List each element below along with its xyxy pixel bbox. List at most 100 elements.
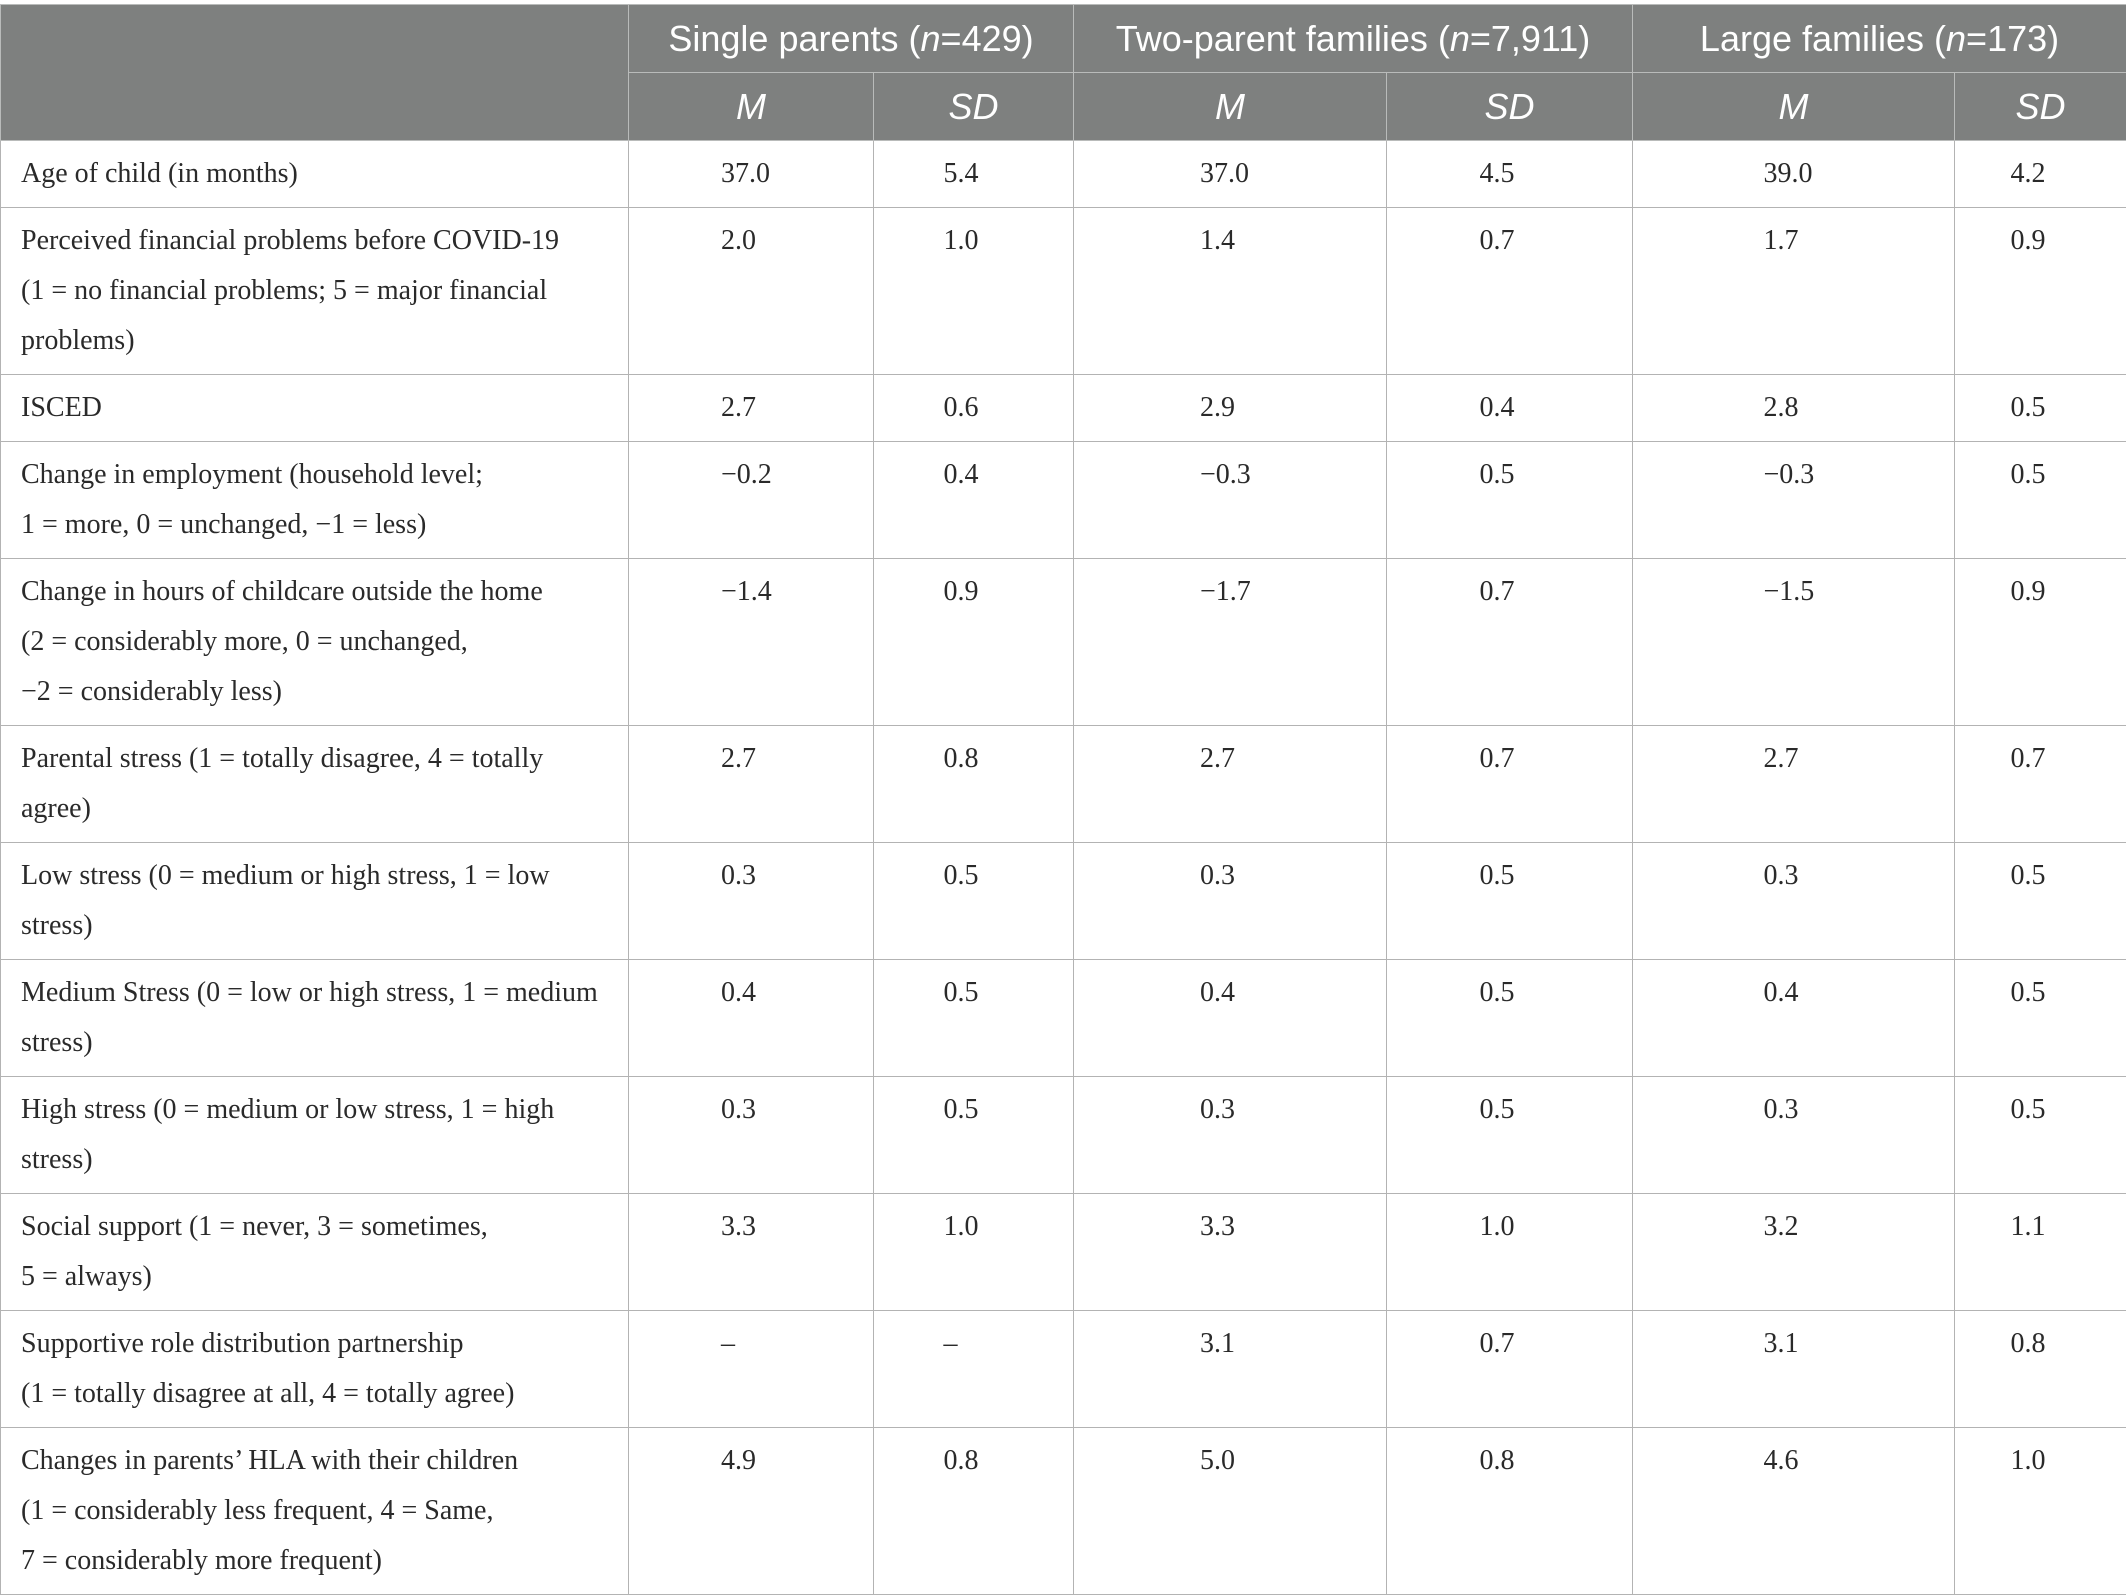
cell-value: 5.4 — [944, 149, 1004, 199]
cell-value: 0.7 — [1480, 734, 1540, 784]
group-n-value: =429) — [941, 18, 1034, 59]
mean-cell: 2.7 — [1074, 726, 1387, 843]
cell-value: 3.3 — [721, 1202, 781, 1252]
stat-header-sd: SD — [1955, 73, 2126, 141]
sd-cell: 0.7 — [1387, 559, 1633, 726]
group-n-symbol: n — [1946, 18, 1966, 59]
cell-value: 0.3 — [1200, 1085, 1260, 1135]
cell-value: 1.0 — [2011, 1436, 2071, 1486]
stat-header-sd: SD — [1387, 73, 1633, 141]
cell-value: 0.5 — [944, 968, 1004, 1018]
cell-value: 2.7 — [721, 734, 781, 784]
sd-cell: 0.7 — [1387, 1311, 1633, 1428]
row-label: ISCED — [1, 375, 629, 442]
sd-cell: 0.5 — [1955, 375, 2126, 442]
mean-cell: 0.3 — [1074, 1077, 1387, 1194]
cell-value: 0.4 — [1480, 383, 1540, 433]
cell-value: 0.8 — [944, 734, 1004, 784]
sd-cell: 0.7 — [1955, 726, 2126, 843]
row-label: Changes in parents’ HLA with their child… — [1, 1428, 629, 1595]
table-row: Parental stress (1 = totally disagree, 4… — [1, 726, 2126, 843]
cell-value: 4.5 — [1480, 149, 1540, 199]
mean-cell: 3.3 — [1074, 1194, 1387, 1311]
sd-cell: 0.7 — [1387, 208, 1633, 375]
cell-value: 0.5 — [944, 851, 1004, 901]
group-n-value: =7,911) — [1470, 18, 1590, 59]
descriptive-statistics-table: Single parents (n=429) Two-parent famili… — [0, 4, 2126, 1595]
mean-cell: 3.3 — [629, 1194, 874, 1311]
row-label: Age of child (in months) — [1, 141, 629, 208]
sd-cell: 1.0 — [874, 208, 1074, 375]
mean-cell: 4.6 — [1633, 1428, 1955, 1595]
sd-cell: 1.0 — [874, 1194, 1074, 1311]
group-title: Two-parent families ( — [1116, 18, 1450, 59]
cell-value: 1.4 — [1200, 216, 1260, 266]
table-row: Medium Stress (0 = low or high stress, 1… — [1, 960, 2126, 1077]
cell-value: 3.1 — [1764, 1319, 1824, 1369]
group-header-large-families: Large families (n=173) — [1633, 5, 2126, 73]
cell-value: 0.3 — [1764, 1085, 1824, 1135]
cell-value: 0.7 — [1480, 216, 1540, 266]
cell-value: 2.9 — [1200, 383, 1260, 433]
cell-value: 37.0 — [721, 149, 781, 199]
cell-value: 0.5 — [2011, 383, 2071, 433]
row-label: Social support (1 = never, 3 = sometimes… — [1, 1194, 629, 1311]
cell-value: 1.0 — [944, 216, 1004, 266]
cell-value: −0.3 — [1200, 450, 1260, 500]
mean-cell: 37.0 — [629, 141, 874, 208]
group-n-symbol: n — [1450, 18, 1470, 59]
mean-cell: 2.0 — [629, 208, 874, 375]
sd-cell: 0.8 — [874, 1428, 1074, 1595]
cell-value: 0.5 — [2011, 1085, 2071, 1135]
table-row: High stress (0 = medium or low stress, 1… — [1, 1077, 2126, 1194]
cell-value: −0.2 — [721, 450, 781, 500]
mean-cell: 2.8 — [1633, 375, 1955, 442]
cell-value: 0.3 — [721, 1085, 781, 1135]
row-label: Perceived financial problems before COVI… — [1, 208, 629, 375]
sd-cell: 0.6 — [874, 375, 1074, 442]
group-title: Large families ( — [1700, 18, 1946, 59]
sd-cell: 0.5 — [1955, 1077, 2126, 1194]
group-header-two-parent-families: Two-parent families (n=7,911) — [1074, 5, 1633, 73]
cell-value: 1.7 — [1764, 216, 1824, 266]
row-label: Low stress (0 = medium or high stress, 1… — [1, 843, 629, 960]
cell-value: 0.7 — [2011, 734, 2071, 784]
sd-cell: 0.9 — [1955, 208, 2126, 375]
sd-cell: 1.1 — [1955, 1194, 2126, 1311]
cell-value: 0.4 — [721, 968, 781, 1018]
mean-cell: 2.7 — [629, 726, 874, 843]
sd-cell: 1.0 — [1955, 1428, 2126, 1595]
cell-value: 0.8 — [944, 1436, 1004, 1486]
cell-value: 2.7 — [1200, 734, 1260, 784]
cell-value: – — [944, 1319, 1004, 1369]
cell-value: 5.0 — [1200, 1436, 1260, 1486]
mean-cell: 3.2 — [1633, 1194, 1955, 1311]
table-row: Change in hours of childcare outside the… — [1, 559, 2126, 726]
cell-value: 0.3 — [1764, 851, 1824, 901]
mean-cell: 2.7 — [629, 375, 874, 442]
sd-cell: 0.5 — [1387, 843, 1633, 960]
cell-value: 0.3 — [1200, 851, 1260, 901]
mean-cell: −0.3 — [1633, 442, 1955, 559]
cell-value: −1.7 — [1200, 567, 1260, 617]
cell-value: 0.3 — [721, 851, 781, 901]
table-row: Social support (1 = never, 3 = sometimes… — [1, 1194, 2126, 1311]
cell-value: 0.7 — [1480, 567, 1540, 617]
row-label: Medium Stress (0 = low or high stress, 1… — [1, 960, 629, 1077]
sd-cell: 0.5 — [1387, 1077, 1633, 1194]
sd-cell: 0.5 — [874, 1077, 1074, 1194]
sd-cell: 0.5 — [1955, 960, 2126, 1077]
mean-cell: 2.7 — [1633, 726, 1955, 843]
sd-cell: 0.9 — [1955, 559, 2126, 726]
mean-cell: 5.0 — [1074, 1428, 1387, 1595]
mean-cell: 4.9 — [629, 1428, 874, 1595]
mean-cell: 39.0 — [1633, 141, 1955, 208]
sd-cell: 0.5 — [1955, 442, 2126, 559]
sd-cell: 0.8 — [1955, 1311, 2126, 1428]
cell-value: 0.5 — [944, 1085, 1004, 1135]
cell-value: −1.4 — [721, 567, 781, 617]
sd-cell: 0.8 — [874, 726, 1074, 843]
cell-value: 0.9 — [2011, 216, 2071, 266]
mean-cell: −1.5 — [1633, 559, 1955, 726]
row-label: High stress (0 = medium or low stress, 1… — [1, 1077, 629, 1194]
